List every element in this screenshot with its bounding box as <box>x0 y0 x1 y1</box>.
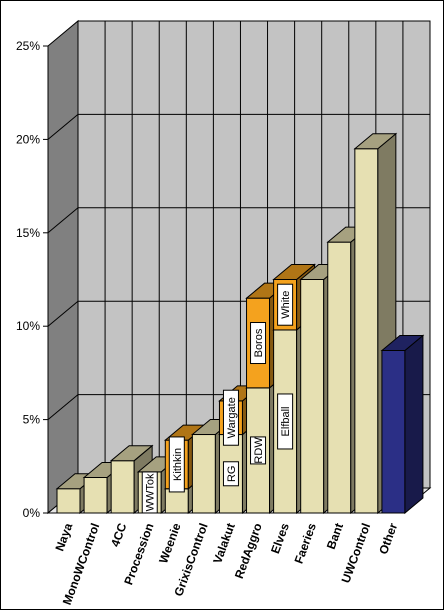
data-label-kithkin: Kithkin <box>172 448 184 481</box>
bar-uwcontrol-top <box>353 133 398 150</box>
bar-uwcontrol-front <box>354 148 379 514</box>
bar-other-front <box>381 349 406 514</box>
bar-naya-front <box>56 488 81 514</box>
bar-4cc-front <box>110 460 135 514</box>
bar-monowcontrol-front <box>83 477 108 514</box>
gridline <box>47 300 79 327</box>
data-label-kithkin-box <box>168 436 185 493</box>
x-tick-label: Elves <box>268 521 292 556</box>
data-label-white: White <box>280 291 292 319</box>
bar-other <box>380 334 425 515</box>
gridline <box>47 394 79 420</box>
x-tick-label: Bant <box>324 521 346 551</box>
data-label-rg: RG <box>226 466 238 483</box>
y-tick-label: 15% <box>16 226 40 240</box>
bar-bant-front <box>327 241 352 514</box>
data-label-white-box <box>277 283 294 326</box>
side-wall <box>47 19 79 515</box>
data-label-boros: Boros <box>253 328 265 357</box>
data-label-rdw: RDW <box>253 437 265 464</box>
data-label-elfball: Elfball <box>280 406 292 436</box>
data-label-wwtok: WWTok <box>145 473 157 511</box>
bar-grixiscontrol-front <box>191 434 216 514</box>
bar-other-top <box>380 334 425 351</box>
x-tick-label: Weenie <box>156 521 184 565</box>
x-tick-label: Valakut <box>210 521 238 565</box>
y-tick-label: 0% <box>23 506 41 520</box>
data-label-boros-box <box>250 322 267 365</box>
data-label-wargate: Wargate <box>226 397 238 438</box>
data-label-rdw-box <box>250 436 267 465</box>
x-tick-label: RedAggro <box>232 521 265 580</box>
bar-4cc-top <box>109 445 154 462</box>
y-tick-label: 20% <box>16 132 40 146</box>
bar-faeries-front <box>300 279 325 514</box>
x-tick-label: Faeries <box>291 521 319 566</box>
y-tick-label: 5% <box>23 413 41 427</box>
x-tick-label: 4CC <box>108 521 129 549</box>
gridline <box>47 114 79 140</box>
y-tick-label: 10% <box>16 319 40 333</box>
x-tick-label: Naya <box>52 521 75 553</box>
bar-elves-seg-1-top <box>272 264 316 280</box>
gridline <box>47 207 79 234</box>
bar-other-side <box>404 334 424 515</box>
data-label-rg-box <box>222 461 239 487</box>
x-tick-label: Other <box>376 521 400 556</box>
data-label-wargate-box <box>222 389 239 446</box>
data-label-wwtok-box <box>141 471 158 514</box>
y-tick-label: 25% <box>16 39 40 53</box>
data-label-elfball-box <box>277 393 294 450</box>
